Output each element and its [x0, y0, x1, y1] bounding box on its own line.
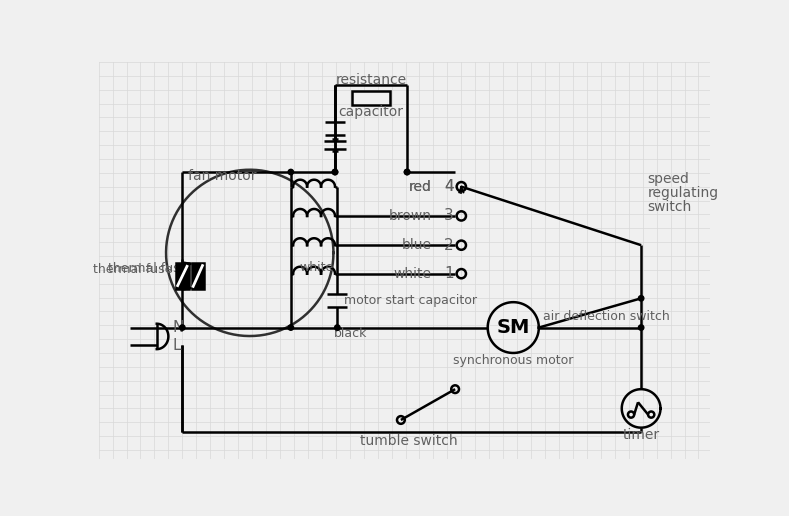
Text: L: L: [172, 338, 181, 353]
Text: 4: 4: [444, 179, 454, 194]
Circle shape: [404, 169, 409, 175]
Bar: [176, 263, 189, 289]
Circle shape: [332, 169, 338, 175]
Circle shape: [180, 325, 185, 330]
Text: synchronous motor: synchronous motor: [453, 354, 574, 367]
Text: black: black: [334, 327, 367, 340]
Text: thermal fuse: thermal fuse: [108, 262, 188, 275]
Text: resistance: resistance: [335, 73, 406, 87]
Bar: [192, 263, 204, 289]
Circle shape: [404, 169, 409, 175]
Text: timer: timer: [623, 428, 660, 442]
Text: red: red: [409, 180, 432, 194]
Circle shape: [638, 296, 644, 301]
Text: fan motor: fan motor: [189, 169, 257, 183]
Text: blue: blue: [402, 238, 432, 252]
Text: white: white: [394, 267, 432, 281]
Circle shape: [332, 169, 338, 175]
Text: speed: speed: [647, 172, 690, 186]
Text: SM: SM: [496, 318, 530, 337]
Text: brown: brown: [389, 209, 432, 223]
Text: 2: 2: [444, 238, 454, 253]
Text: thermal fuse: thermal fuse: [93, 263, 172, 277]
Circle shape: [335, 325, 340, 330]
Circle shape: [638, 325, 644, 330]
Text: 1: 1: [444, 266, 454, 281]
Text: motor start capacitor: motor start capacitor: [343, 294, 477, 307]
Text: capacitor: capacitor: [338, 105, 403, 119]
Text: red: red: [409, 180, 432, 194]
Text: N: N: [172, 320, 184, 335]
Text: 4: 4: [444, 179, 454, 194]
Text: air deflection switch: air deflection switch: [543, 310, 669, 322]
Text: switch: switch: [647, 200, 692, 214]
Text: regulating: regulating: [647, 186, 719, 200]
Text: 3: 3: [444, 208, 454, 223]
Text: tumble switch: tumble switch: [360, 434, 458, 448]
Text: white: white: [299, 261, 334, 274]
Circle shape: [288, 325, 294, 330]
Circle shape: [288, 169, 294, 175]
Bar: [352, 91, 390, 105]
